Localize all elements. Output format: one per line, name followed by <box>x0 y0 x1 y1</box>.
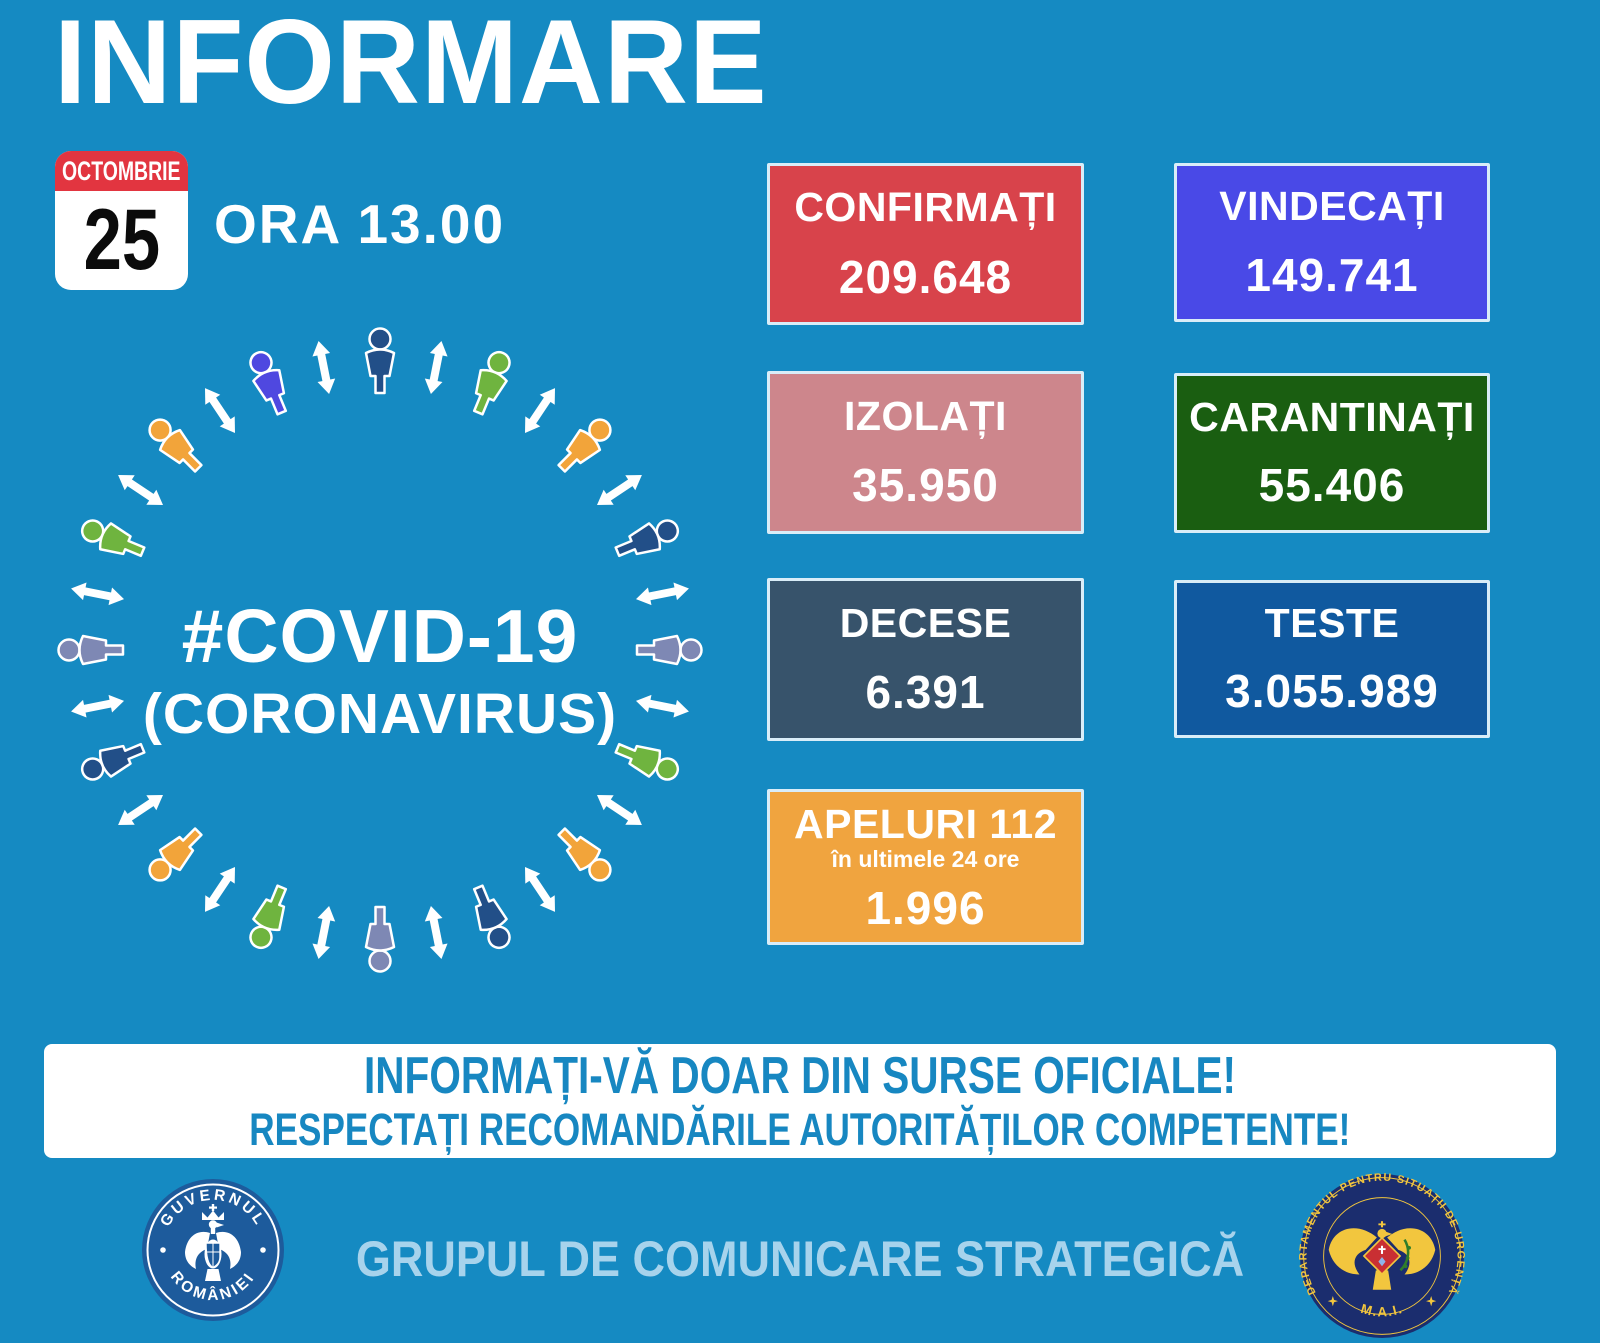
stat-label: CONFIRMAȚI <box>794 184 1057 231</box>
person-icon <box>614 519 680 558</box>
double-arrow-icon <box>424 905 448 959</box>
seal-dot-left <box>160 1247 166 1253</box>
person-icon <box>364 905 396 973</box>
eagle-emblem-icon <box>185 1204 241 1281</box>
stat-value: 35.950 <box>852 459 999 512</box>
double-arrow-icon <box>71 582 125 606</box>
stat-value: 3.055.989 <box>1225 665 1439 717</box>
double-arrow-icon <box>118 795 163 826</box>
double-arrow-icon <box>312 905 336 959</box>
seal-outer-ring <box>1303 1177 1461 1335</box>
person-icon <box>148 827 203 882</box>
people-ring-icon <box>57 327 703 973</box>
stat-box-decese: DECESE 6.391 <box>767 578 1084 741</box>
person-icon <box>249 884 288 950</box>
banner-line-1: INFORMAȚI-VĂ DOAR DIN SURSE OFICIALE! <box>363 1046 1237 1105</box>
double-arrow-icon <box>312 341 336 395</box>
double-arrow-icon <box>597 795 642 826</box>
person-icon <box>80 742 146 781</box>
double-arrow-icon <box>204 867 235 912</box>
person-icon <box>557 827 612 882</box>
dsu-eagle-emblem-icon <box>1328 1221 1436 1290</box>
stat-label: CARANTINAȚI <box>1189 393 1475 440</box>
double-arrow-icon <box>71 694 125 718</box>
person-icon <box>557 418 612 473</box>
stat-value: 1.996 <box>865 882 986 934</box>
person-icon <box>80 519 146 558</box>
coronavirus-label: (CORONAVIRUS) <box>142 682 618 746</box>
person-icon <box>364 327 396 395</box>
seal-inner-ring <box>1323 1197 1441 1315</box>
double-arrow-icon <box>635 582 689 606</box>
stat-box-teste: TESTE 3.055.989 <box>1174 580 1490 738</box>
person-icon <box>57 634 125 666</box>
double-arrow-icon <box>525 867 556 912</box>
stat-value: 209.648 <box>838 250 1013 303</box>
stat-box-izolati: IZOLAȚI 35.950 <box>767 371 1084 534</box>
stat-label: APELURI 112 <box>794 801 1057 847</box>
laurel-branch <box>1399 1238 1410 1272</box>
stat-box-apeluri-112: APELURI 112 în ultimele 24 ore 1.996 <box>767 789 1084 945</box>
double-arrow-icon <box>118 474 163 505</box>
stat-label: DECESE <box>839 599 1012 646</box>
calendar-month-label: OCTOMBRIE <box>62 155 181 186</box>
stat-sublabel: în ultimele 24 ore <box>831 846 1020 872</box>
people-circle-graphic: #COVID-19 (CORONAVIRUS) <box>40 310 720 990</box>
person-icon <box>148 418 203 473</box>
stat-label: VINDECAȚI <box>1219 183 1445 230</box>
seal-dot-right <box>260 1247 266 1253</box>
double-arrow-icon <box>597 474 642 505</box>
double-arrow-icon <box>204 388 235 433</box>
guvernul-romaniei-logo: GUVERNUL ROMÂNIEI <box>142 1179 284 1321</box>
strategic-communication-group-label: GRUPUL DE COMUNICARE STRATEGICĂ <box>355 1231 1245 1287</box>
double-arrow-icon <box>635 694 689 718</box>
calendar-day: 25 <box>55 191 188 290</box>
stat-value: 6.391 <box>865 666 986 719</box>
seal-ring <box>146 1183 280 1317</box>
dsu-mai-logo: DEPARTAMENTUL PENTRU SITUAȚII DE URGENȚĂ… <box>1298 1172 1465 1338</box>
stat-label: TESTE <box>1264 600 1400 646</box>
seal-mai-text: M.A.I. <box>1359 1301 1405 1320</box>
stat-value: 149.741 <box>1245 248 1419 301</box>
covid-hashtag-block: #COVID-19 (CORONAVIRUS) <box>40 599 720 743</box>
banner-line-2: RESPECTAȚI RECOMANDĂRILE AUTORITĂȚILOR C… <box>249 1104 1351 1156</box>
person-icon <box>614 742 680 781</box>
covid-hashtag: #COVID-19 <box>181 594 579 678</box>
calendar-day-number: 25 <box>83 192 160 288</box>
official-sources-banner: INFORMAȚI-VĂ DOAR DIN SURSE OFICIALE! RE… <box>44 1044 1556 1158</box>
page-title: INFORMARE <box>54 0 768 129</box>
double-arrow-icon <box>525 388 556 433</box>
report-time: ORA 13.00 <box>214 193 506 255</box>
person-icon <box>635 634 703 666</box>
double-arrow-icon <box>424 341 448 395</box>
stat-label: IZOLAȚI <box>844 392 1007 439</box>
calendar-icon: OCTOMBRIE 25 <box>55 151 188 290</box>
stat-box-vindecati: VINDECAȚI 149.741 <box>1174 163 1490 322</box>
person-icon <box>472 884 511 950</box>
stat-value: 55.406 <box>1258 459 1406 512</box>
stat-box-confirmati: CONFIRMAȚI 209.648 <box>767 163 1084 325</box>
person-icon <box>472 350 511 416</box>
red-shield <box>1362 1236 1402 1276</box>
calendar-month: OCTOMBRIE <box>55 151 188 191</box>
stat-box-carantinati: CARANTINAȚI 55.406 <box>1174 373 1490 533</box>
person-icon <box>249 350 288 416</box>
